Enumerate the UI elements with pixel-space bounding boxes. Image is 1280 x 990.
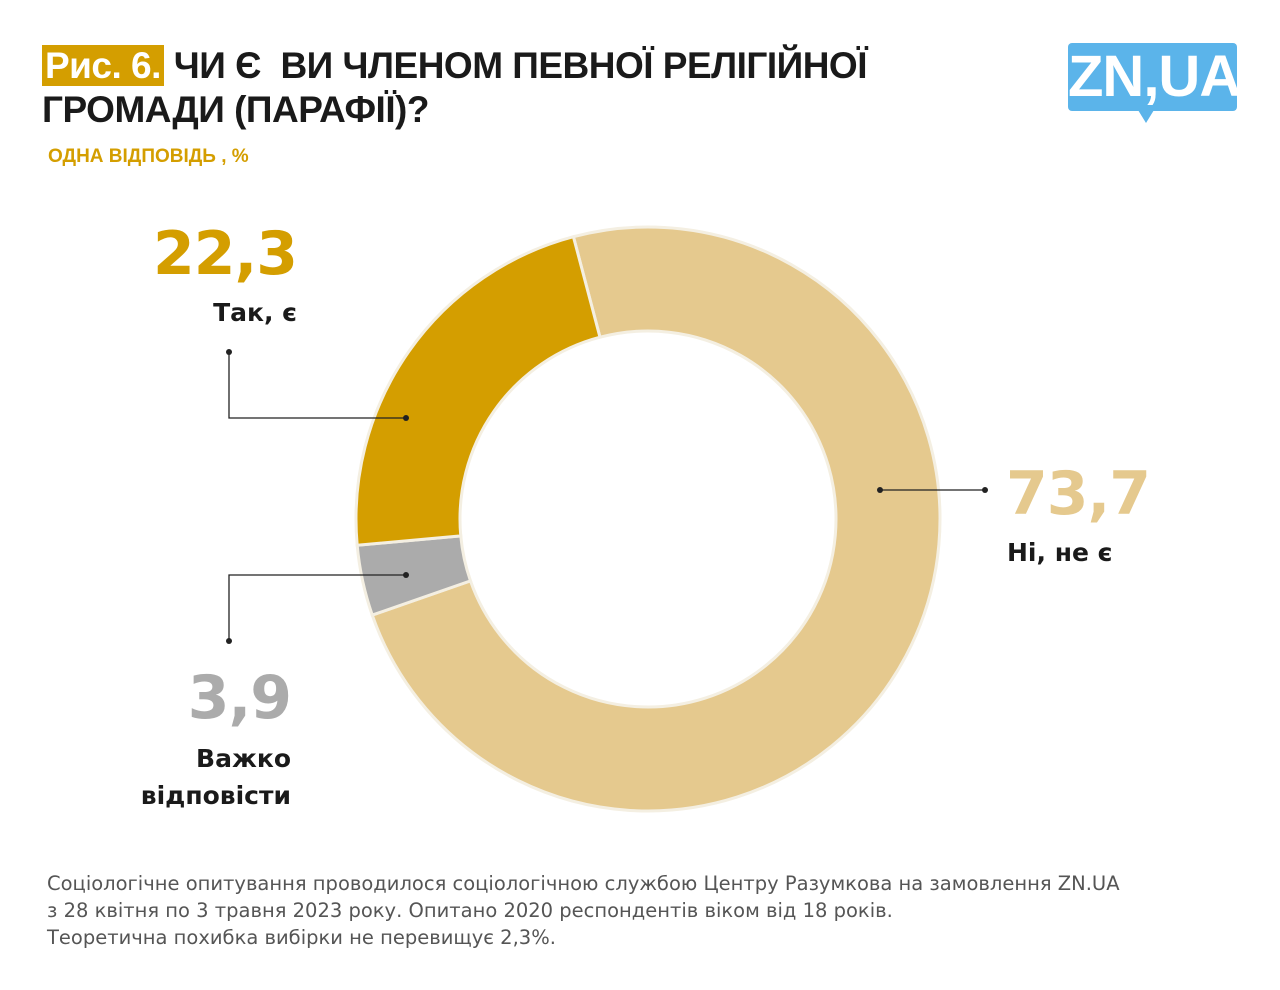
chart-subtitle: ОДНА ВІДПОВІДЬ , % xyxy=(48,146,249,167)
chart-title: Рис. 6. ЧИ Є ВИ ЧЛЕНОМ ПЕВНОЇ РЕЛІГІЙНОЇ… xyxy=(42,44,867,132)
source-note-line-1: Соціологічне опитування проводилося соці… xyxy=(47,872,1120,895)
figure-label: Рис. 6. xyxy=(42,45,164,86)
leader-dot xyxy=(226,638,232,644)
category-label-hard-line2: відповісти xyxy=(140,781,291,810)
value-label-no: 73,7 xyxy=(1006,459,1151,529)
value-label-hard: 3,9 xyxy=(187,663,292,733)
title-line-2: ГРОМАДИ (ПАРАФІЇ)? xyxy=(42,89,429,130)
source-note-line-2: з 28 квітня по 3 травня 2023 року. Опита… xyxy=(47,899,893,922)
title-line-1: ЧИ Є ВИ ЧЛЕНОМ ПЕВНОЇ РЕЛІГІЙНОЇ xyxy=(173,45,868,86)
leader-line-yes xyxy=(228,352,406,419)
leader-line-hard xyxy=(228,574,406,641)
slice-no xyxy=(370,225,942,813)
slice-yes xyxy=(354,234,602,547)
category-label-no: Ні, не є xyxy=(1007,538,1113,567)
leader-dot xyxy=(403,415,409,421)
leader-dot xyxy=(403,572,409,578)
source-note-line-3: Теоретична похибка вибірки не перевищує … xyxy=(47,926,556,949)
category-label-hard-line1: Важко xyxy=(196,744,291,773)
logo-text: ZN,UA xyxy=(1068,44,1241,109)
category-label-yes: Так, є xyxy=(213,298,297,327)
leader-dot xyxy=(982,487,988,493)
source-note: Соціологічне опитування проводилося соці… xyxy=(47,870,1120,951)
leader-dot xyxy=(877,487,883,493)
value-label-yes: 22,3 xyxy=(152,219,298,289)
logo-speech-tail xyxy=(1138,110,1154,123)
zn-ua-logo: ZN,UA xyxy=(1068,43,1241,111)
category-label-hard: Важко відповісти xyxy=(141,740,291,814)
leader-dot xyxy=(226,349,232,355)
